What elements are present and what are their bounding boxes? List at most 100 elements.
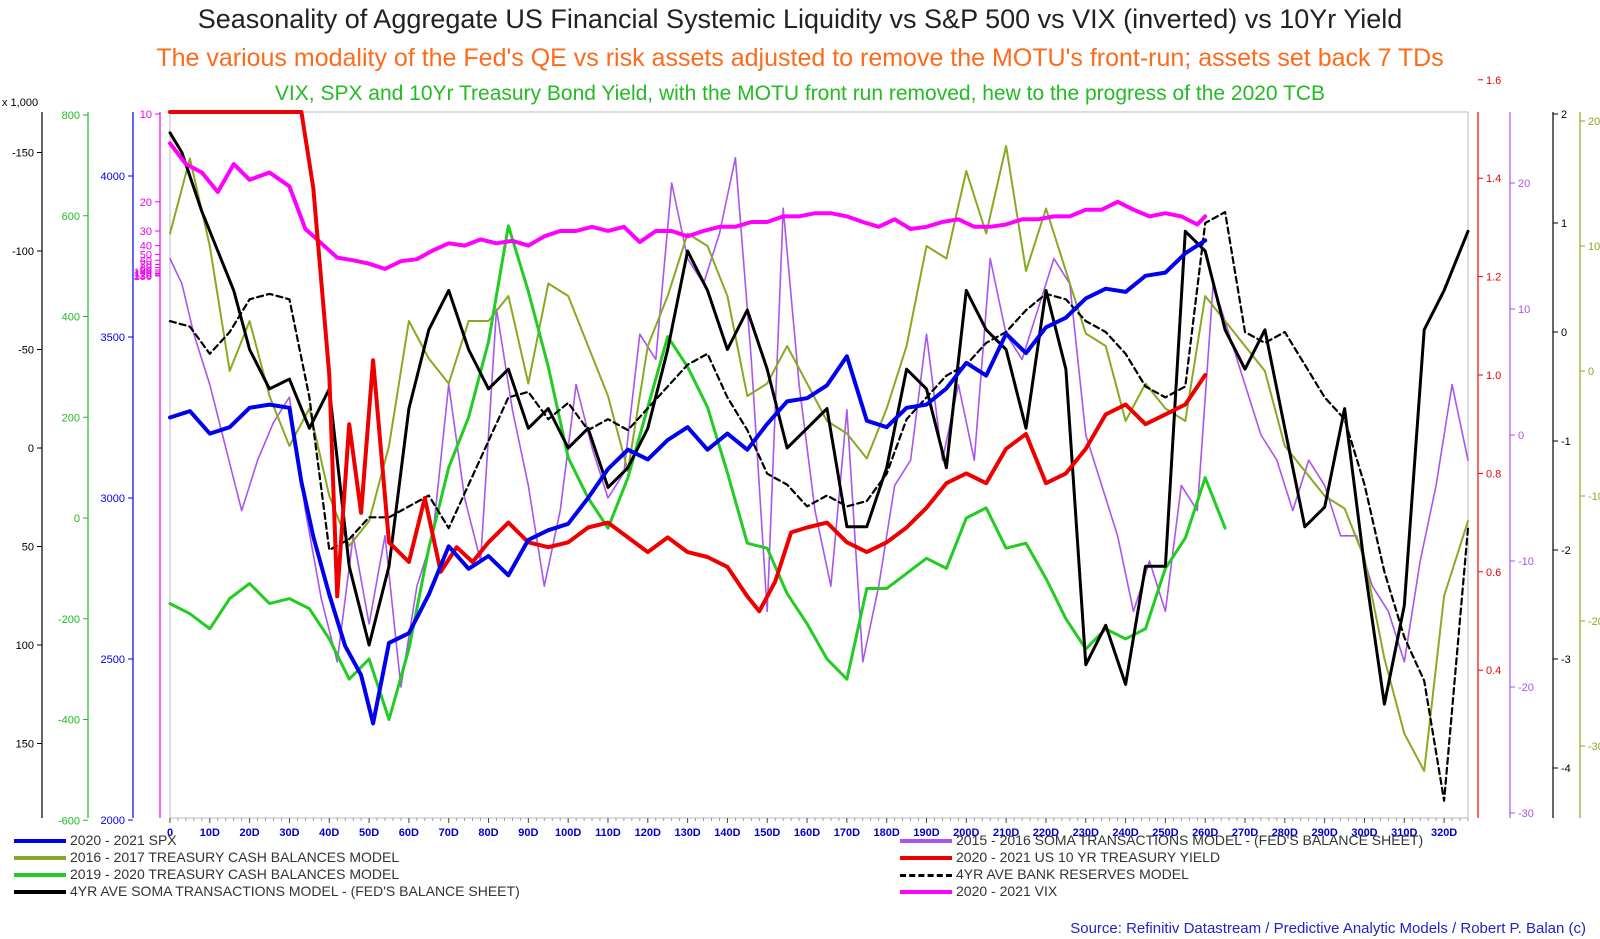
axis-tick-label-magenta_left: 30 <box>140 226 152 238</box>
legend-swatch <box>900 873 952 877</box>
axis-tick-label-magenta_left: 20 <box>140 197 152 209</box>
legend-item: 4YR AVE BANK RESERVES MODEL <box>900 866 1189 882</box>
x-axis-tick-label: 110D <box>595 827 621 839</box>
axis-tick-label-magenta_left: 100 <box>134 267 152 279</box>
axis-tick-label-olive_right: -100 <box>1588 491 1600 503</box>
axis-tick-label-red_right: 1.6 <box>1486 75 1501 87</box>
x-axis-tick-label: 250D <box>1152 827 1178 839</box>
axis-tick-label-black_right: -4 <box>1561 763 1571 775</box>
series-line-0 <box>168 238 1208 726</box>
source-credit: Source: Refinitiv Datastream / Predictiv… <box>1070 920 1586 937</box>
x-axis-tick-label: 140D <box>714 827 740 839</box>
x-axis-tick-label: 300D <box>1351 827 1377 839</box>
legend-swatch <box>900 856 952 861</box>
axis-tick-label-purple_right: -30 <box>1518 808 1534 820</box>
legend-swatch <box>900 839 952 844</box>
legend-swatch <box>900 890 952 895</box>
legend-label: 2020 - 2021 VIX <box>956 883 1058 899</box>
legend-label: 2016 - 2017 TREASURY CASH BALANCES MODEL <box>70 849 400 865</box>
x-axis-tick-label: 150D <box>754 827 780 839</box>
legend-swatch <box>14 839 66 844</box>
x-axis-tick-label: 120D <box>635 827 661 839</box>
axis-tick-label-purple_right: 0 <box>1518 430 1524 442</box>
axis-tick-label-green_left: 0 <box>74 513 80 525</box>
x-axis-tick-label: 240D <box>1112 827 1138 839</box>
x-axis-tick-label: 10D <box>200 827 220 839</box>
axis-tick-label-black_left: -100 <box>12 246 34 258</box>
x-axis-tick-label: 0 <box>167 827 173 839</box>
x-axis-tick-label: 20D <box>240 827 260 839</box>
axis-tick-label-black_left: -50 <box>18 345 34 357</box>
legend-swatch <box>14 890 66 895</box>
axis-tick-label-magenta_left: 80 <box>140 263 152 275</box>
chart-subtitle-secondary: VIX, SPX and 10Yr Treasury Bond Yield, w… <box>274 82 1326 105</box>
axis-tick-label-magenta_left: 10 <box>140 109 152 121</box>
x-axis-tick-label: 320D <box>1431 827 1457 839</box>
axis-tick-label-magenta_left: 40 <box>140 241 152 253</box>
x-axis-tick-label: 310D <box>1391 827 1417 839</box>
series-line-4 <box>169 157 1469 688</box>
axis-tick-label-red_right: 1.0 <box>1486 370 1501 382</box>
x-axis-tick-label: 60D <box>399 827 419 839</box>
axis-tick-label-red_right: 1.2 <box>1486 272 1501 284</box>
x-axis-tick-label: 40D <box>319 827 339 839</box>
axis-tick-label-blue_left: 3000 <box>101 493 125 505</box>
axis-tick-label-red_right: 0.6 <box>1486 567 1501 579</box>
legend-item: 2015 - 2016 SOMA TRANSACTIONS MODEL - (F… <box>900 832 1423 848</box>
series-line-6 <box>168 211 1470 802</box>
legend-item: 2019 - 2020 TREASURY CASH BALANCES MODEL <box>14 866 399 882</box>
legend-item: 2016 - 2017 TREASURY CASH BALANCES MODEL <box>14 849 399 865</box>
legend-label: 2020 - 2021 US 10 YR TREASURY YIELD <box>956 849 1221 865</box>
axis-tick-label-green_left: 400 <box>62 312 80 324</box>
x-axis-tick-label: 170D <box>834 827 860 839</box>
series-line-1 <box>169 145 1469 772</box>
axis-tick-label-olive_right: 200 <box>1588 116 1600 128</box>
x-axis-tick-label: 130D <box>674 827 700 839</box>
axis-tick-label-purple_right: 10 <box>1518 304 1530 316</box>
axis-tick-label-green_left: -600 <box>58 815 80 827</box>
legend-label: 4YR AVE SOMA TRANSACTIONS MODEL - (FED'S… <box>70 883 520 899</box>
axis-tick-label-red_right: 0.4 <box>1486 665 1501 677</box>
legend-label: 4YR AVE BANK RESERVES MODEL <box>956 866 1189 882</box>
axis-tick-label-blue_left: 2500 <box>101 654 125 666</box>
x-axis-tick-label: 230D <box>1073 827 1099 839</box>
x-axis-tick-label: 160D <box>794 827 820 839</box>
legend-swatch <box>14 873 66 878</box>
chart-title: Seasonality of Aggregate US Financial Sy… <box>197 4 1403 34</box>
axis-tick-label-black_right: -3 <box>1561 654 1571 666</box>
axis-tick-label-green_left: 200 <box>62 412 80 424</box>
series-line-3 <box>168 131 1470 706</box>
axis-tick-label-olive_right: 0 <box>1588 366 1594 378</box>
x-axis-tick-label: 190D <box>913 827 939 839</box>
axis-tick-label-green_left: 600 <box>62 211 80 223</box>
x-axis-tick-label: 210D <box>993 827 1019 839</box>
axis-tick-label-blue_left: 4000 <box>101 171 125 183</box>
axis-tick-label-blue_left: 2000 <box>101 815 125 827</box>
axis-tick-label-purple_right: 20 <box>1518 178 1530 190</box>
axis-tick-label-blue_left: 3500 <box>101 332 125 344</box>
x-axis-tick-label: 220D <box>1033 827 1059 839</box>
axis-tick-label-magenta_left: 130 <box>134 271 152 283</box>
axis-tick-label-olive_right: 100 <box>1588 241 1600 253</box>
axis-multiplier-label: x 1,000 <box>2 97 38 109</box>
series-line-5 <box>168 110 1208 614</box>
axis-tick-label-olive_right: -300 <box>1588 741 1600 753</box>
x-axis-tick-label: 90D <box>518 827 538 839</box>
axis-tick-label-olive_right: -200 <box>1588 616 1600 628</box>
legend-swatch <box>14 856 66 861</box>
x-axis-tick-label: 30D <box>279 827 299 839</box>
x-axis-tick-label: 280D <box>1272 827 1298 839</box>
axis-tick-label-black_left: 150 <box>16 739 34 751</box>
axis-tick-label-green_left: -200 <box>58 614 80 626</box>
x-axis-tick-label: 290D <box>1312 827 1338 839</box>
axis-tick-label-red_right: 1.4 <box>1486 173 1501 185</box>
axis-tick-label-green_left: 800 <box>62 110 80 122</box>
series-line-7 <box>168 141 1208 271</box>
axis-tick-label-black_left: 100 <box>16 640 34 652</box>
legend-label: 2019 - 2020 TREASURY CASH BALANCES MODEL <box>70 866 400 882</box>
axis-tick-label-green_left: -400 <box>58 715 80 727</box>
plot-frame <box>169 111 1469 819</box>
axis-tick-label-purple_right: -20 <box>1518 682 1534 694</box>
legend-label: 2020 - 2021 SPX <box>70 832 177 848</box>
